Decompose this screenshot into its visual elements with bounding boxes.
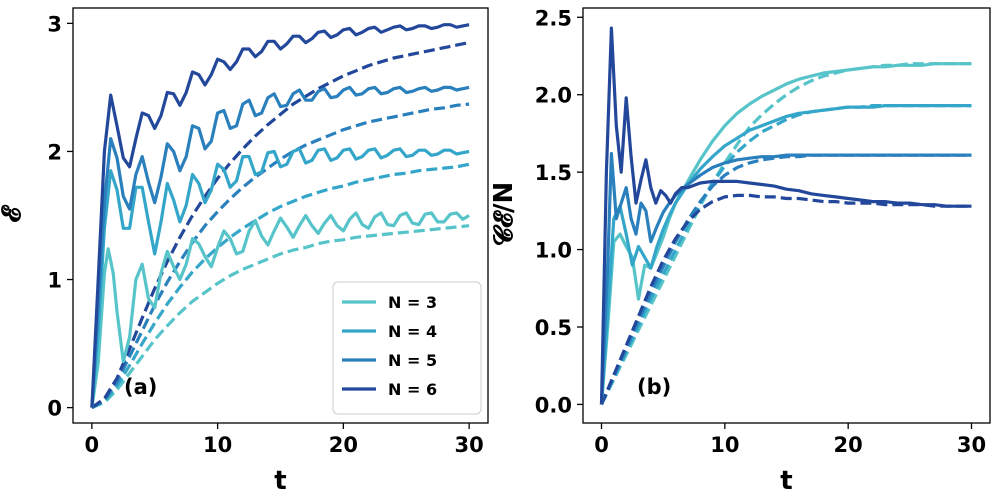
x-tick-label: 0 (85, 433, 100, 457)
legend-box (332, 281, 482, 415)
series-line-n-4 (90, 147, 470, 408)
y-tick-label: 2.5 (535, 6, 572, 30)
series-line-n-6 (90, 23, 470, 408)
series-line-n-5-dashed (600, 153, 972, 406)
series-line-n-3-dashed (91, 224, 470, 410)
series-group (599, 26, 972, 406)
legend-entry-label: N = 3 (388, 293, 437, 312)
y-tick-label: 0.5 (535, 316, 572, 340)
panel-label: (a) (124, 375, 157, 399)
legend-entry-label: N = 5 (388, 351, 437, 370)
x-tick-label: 10 (203, 433, 232, 457)
series-line-n-5 (599, 152, 972, 405)
y-axis-label: 𝓔 (0, 204, 27, 222)
y-tick-label: 1 (47, 269, 62, 293)
y-tick-label: 0.0 (535, 393, 572, 417)
y-tick-label: 3 (47, 12, 62, 36)
x-tick-label: 20 (329, 433, 358, 457)
series-group (90, 23, 470, 410)
y-tick-label: 0 (47, 397, 62, 421)
legend-entry-label: N = 4 (388, 322, 437, 341)
legend: N = 3 N = 4 N = 5 N = 6 (332, 281, 482, 415)
axes-frame (582, 7, 991, 424)
y-tick-label: 1.0 (535, 239, 572, 263)
series-line-n-5 (90, 85, 470, 408)
panel-a: 0 10 20 30 0 1 2 3 t 𝓔 (a) N = 3 N = 4 N = 5 N = 6 (0, 7, 489, 496)
x-tick-label: 30 (957, 433, 986, 457)
series-line-n-3 (599, 62, 972, 405)
series-line-n-4 (599, 103, 972, 405)
y-tick-label: 1.5 (535, 161, 572, 185)
y-tick-label: 2 (47, 140, 62, 164)
series-line-n-6 (599, 26, 972, 405)
legend-entry-label: N = 6 (388, 380, 437, 399)
axes-frame (72, 7, 489, 424)
x-axis-label: t (780, 466, 792, 496)
x-tick-label: 30 (455, 433, 484, 457)
series-line-n-3 (90, 211, 470, 408)
series-line-n-6-dashed (90, 41, 470, 409)
series-line-n-4-dashed (91, 162, 470, 410)
panel-b: 0 10 20 30 0.0 0.5 1.0 1.5 2.0 2.5 t 𝓒𝓔/N (b) (489, 6, 991, 496)
y-tick-label: 2.0 (535, 84, 572, 108)
series-line-n-3-dashed (600, 62, 972, 406)
x-tick-label: 20 (834, 433, 863, 457)
x-tick-label: 0 (594, 433, 609, 457)
y-axis-label: 𝓒𝓔/N (489, 182, 519, 247)
panel-label: (b) (637, 375, 671, 399)
x-tick-label: 10 (710, 433, 739, 457)
x-axis-label: t (274, 466, 286, 496)
